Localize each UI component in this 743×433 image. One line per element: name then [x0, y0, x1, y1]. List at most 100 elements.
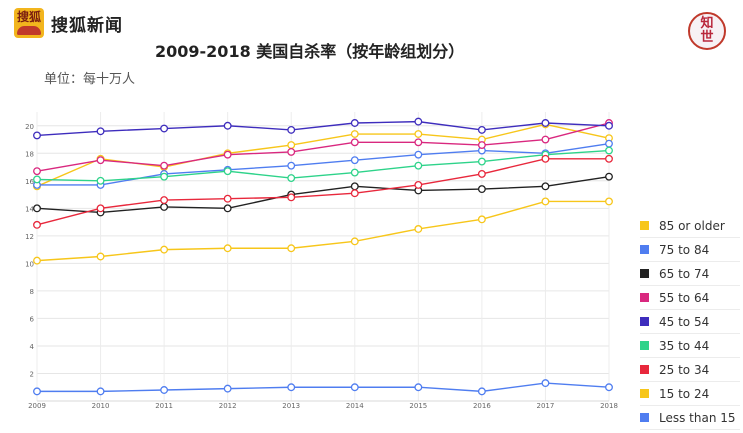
data-point: [33, 131, 41, 140]
data-point: [287, 141, 296, 149]
data-point: [541, 119, 550, 127]
data-point: [350, 182, 359, 191]
series-line: [36, 158, 609, 226]
series-line: [36, 175, 610, 214]
data-point: [541, 379, 550, 388]
legend-swatch: [640, 221, 649, 230]
legend-label: 65 to 74: [659, 266, 710, 281]
legend-item: 65 to 74: [640, 262, 740, 286]
data-point: [477, 215, 486, 224]
data-point: [414, 150, 423, 159]
watermark-badge: 知 世: [688, 12, 726, 50]
series-line: [36, 149, 610, 182]
legend-label: 25 to 34: [659, 362, 710, 377]
unit-label: 单位：每十万人: [44, 72, 136, 87]
y-tick-label: 10: [25, 260, 34, 268]
data-point: [605, 139, 613, 148]
data-point: [350, 130, 359, 138]
x-tick-label: 2016: [473, 402, 491, 410]
y-tick-label: 20: [25, 123, 34, 131]
legend-item: 85 or older: [640, 214, 740, 238]
data-point: [223, 150, 232, 159]
data-point: [414, 225, 423, 233]
data-point: [414, 161, 423, 170]
data-point: [350, 237, 359, 246]
legend-item: 35 to 44: [640, 334, 740, 358]
badge-char-1: 知: [700, 16, 714, 31]
data-point: [287, 383, 296, 392]
data-point: [350, 156, 359, 165]
data-point: [477, 157, 486, 166]
data-point: [96, 204, 105, 213]
series-line: [36, 120, 610, 137]
data-point: [160, 245, 169, 254]
logo-swoosh-icon: [17, 26, 41, 35]
legend-label: 15 to 24: [659, 386, 710, 401]
legend-label: 75 to 84: [659, 242, 710, 257]
series-line: [36, 122, 610, 172]
legend-swatch: [640, 293, 649, 302]
data-point: [223, 204, 232, 213]
legend-swatch: [640, 269, 649, 278]
data-point: [287, 161, 296, 170]
legend-label: 35 to 44: [659, 338, 710, 353]
legend-label: 85 or older: [659, 218, 725, 233]
x-tick-label: 2011: [155, 402, 173, 410]
legend-swatch: [640, 413, 649, 422]
data-point: [96, 387, 105, 396]
data-point: [33, 175, 41, 184]
legend-item: 55 to 64: [640, 286, 740, 310]
data-point: [160, 203, 169, 211]
data-point: [223, 244, 232, 253]
data-point: [287, 174, 296, 183]
data-point: [477, 141, 486, 149]
data-point: [33, 256, 41, 265]
data-point: [414, 180, 423, 189]
legend-label: 55 to 64: [659, 290, 710, 305]
data-point: [350, 383, 359, 392]
data-point: [605, 146, 613, 155]
data-point: [605, 121, 613, 130]
data-point: [223, 194, 232, 203]
data-point: [223, 121, 232, 130]
data-point: [477, 387, 486, 396]
data-point: [605, 172, 613, 181]
x-tick-label: 2013: [282, 402, 300, 410]
legend-swatch: [640, 317, 649, 326]
data-point: [160, 386, 169, 394]
legend-item: Less than 15: [640, 406, 740, 430]
data-point: [477, 185, 486, 194]
data-point: [160, 196, 169, 205]
data-point: [605, 154, 613, 163]
x-tick-label: 2018: [600, 402, 618, 410]
data-point: [350, 168, 359, 177]
legend-item: 25 to 34: [640, 358, 740, 382]
sohu-logo: 搜狐: [14, 8, 44, 38]
data-point: [287, 244, 296, 253]
data-point: [33, 204, 41, 213]
y-tick-label: 6: [30, 315, 35, 323]
series-line: [36, 123, 610, 187]
legend-label: 45 to 54: [659, 314, 710, 329]
legend-swatch: [640, 245, 649, 254]
series-line: [36, 200, 609, 262]
data-point: [605, 383, 613, 392]
data-point: [350, 189, 359, 198]
data-point: [96, 252, 105, 261]
data-point: [96, 156, 105, 165]
data-point: [350, 138, 359, 147]
data-point: [287, 147, 296, 156]
data-point: [33, 220, 41, 229]
data-point: [160, 124, 169, 133]
y-tick-label: 14: [25, 205, 34, 213]
badge-char-2: 世: [700, 30, 714, 45]
series-line: [37, 382, 610, 393]
brand-name: 搜狐新闻: [51, 16, 123, 36]
data-point: [96, 176, 105, 185]
data-point: [605, 197, 613, 206]
data-point: [287, 193, 296, 202]
y-tick-label: 16: [25, 178, 34, 186]
data-point: [33, 387, 41, 396]
data-point: [223, 167, 232, 176]
